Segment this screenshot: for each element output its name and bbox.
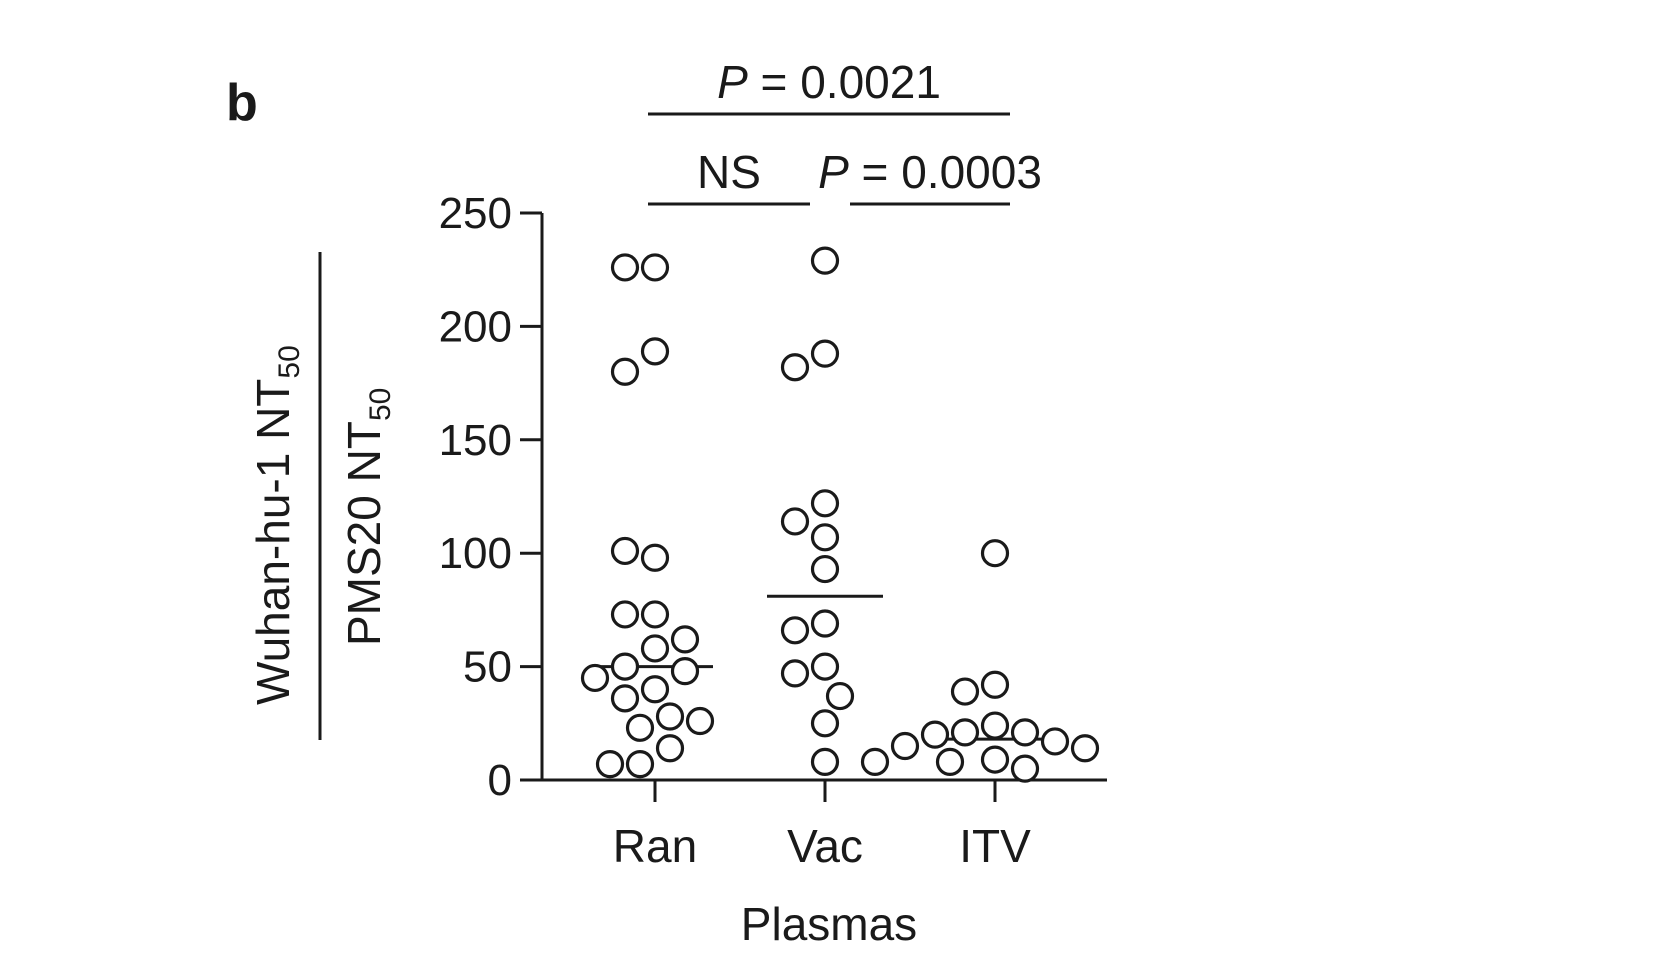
- data-point-vac: [810, 246, 840, 275]
- x-axis-title: Plasmas: [741, 898, 917, 950]
- data-point-ran: [640, 543, 670, 572]
- y-tick-label: 100: [439, 529, 512, 578]
- data-point-ran: [640, 634, 670, 663]
- data-point-ran: [640, 253, 670, 282]
- x-tick-label-ran: Ran: [613, 820, 697, 872]
- data-point-vac: [825, 681, 855, 711]
- data-point-vac: [810, 489, 840, 518]
- p-value-text: = 0.0003: [849, 146, 1042, 198]
- data-point-ran: [580, 663, 610, 693]
- significance-label: P = 0.0003: [818, 146, 1042, 198]
- significance-label: NS: [697, 146, 761, 198]
- data-point-vac: [810, 747, 840, 776]
- data-points: [580, 246, 1100, 783]
- data-point-ran: [625, 713, 655, 742]
- data-point-vac: [780, 659, 810, 688]
- data-point-ran: [610, 357, 640, 386]
- data-point-ran: [610, 253, 640, 282]
- data-point-ran: [670, 625, 700, 654]
- data-point-vac: [810, 709, 840, 738]
- p-symbol: P: [818, 146, 849, 198]
- y-axis-title-numerator: Wuhan-hu-1 NT50: [247, 345, 306, 705]
- data-point-itv: [1040, 727, 1070, 756]
- significance-label: P = 0.0021: [717, 56, 941, 108]
- y-denominator-text: PMS20 NT: [338, 421, 390, 646]
- p-symbol: P: [717, 56, 748, 108]
- significance-annotations: P = 0.0021 NS P = 0.0003: [648, 56, 1042, 206]
- panel-label: b: [226, 74, 258, 132]
- data-point-vac: [780, 616, 810, 645]
- data-point-itv: [950, 718, 980, 747]
- data-point-ran: [640, 337, 670, 366]
- data-point-itv: [920, 720, 950, 749]
- data-point-itv: [980, 539, 1010, 568]
- y-tick-label: 150: [439, 416, 512, 465]
- data-point-vac: [780, 353, 810, 382]
- data-point-itv: [935, 747, 965, 776]
- y-ticks: 0 50 100 150 200 250: [439, 189, 542, 805]
- data-point-ran: [610, 600, 640, 629]
- data-point-ran: [655, 702, 685, 731]
- data-point-vac: [810, 609, 840, 638]
- data-point-ran: [685, 706, 715, 736]
- data-point-itv: [1010, 754, 1040, 783]
- data-point-itv: [860, 747, 890, 776]
- y-numerator-text: Wuhan-hu-1 NT: [247, 379, 299, 705]
- data-point-itv: [980, 670, 1010, 699]
- data-point-ran: [595, 750, 625, 779]
- y-numerator-subscript: 50: [273, 345, 306, 378]
- x-ticks: Ran Vac ITV: [613, 780, 1031, 872]
- y-tick-label: 0: [488, 756, 512, 805]
- y-tick-label: 200: [439, 302, 512, 351]
- data-point-vac: [810, 523, 840, 552]
- data-point-ran: [640, 600, 670, 629]
- data-point-ran: [610, 536, 640, 566]
- data-point-ran: [655, 734, 685, 763]
- y-tick-label: 250: [439, 189, 512, 238]
- y-axis-title: Wuhan-hu-1 NT50 PMS20 NT50: [247, 252, 397, 740]
- data-point-vac: [810, 652, 840, 681]
- x-tick-label-vac: Vac: [787, 820, 863, 872]
- x-tick-label-itv: ITV: [959, 820, 1031, 872]
- data-point-itv: [1070, 734, 1100, 763]
- data-point-ran: [670, 657, 700, 686]
- data-point-vac: [810, 554, 840, 584]
- data-point-ran: [640, 675, 670, 704]
- y-tick-label: 50: [463, 643, 512, 692]
- data-point-vac: [810, 339, 840, 368]
- data-point-itv: [980, 711, 1010, 740]
- p-value-text: = 0.0021: [748, 56, 941, 108]
- data-point-itv: [890, 731, 920, 761]
- p-value-text: NS: [697, 146, 761, 198]
- data-point-ran: [610, 684, 640, 713]
- data-point-itv: [950, 677, 980, 706]
- data-point-ran: [610, 652, 640, 681]
- data-point-vac: [780, 507, 810, 536]
- data-point-ran: [625, 750, 655, 779]
- y-axis-title-denominator: PMS20 NT50: [338, 388, 397, 646]
- data-point-itv: [980, 745, 1010, 774]
- y-denominator-subscript: 50: [364, 388, 397, 421]
- data-point-itv: [1010, 718, 1040, 747]
